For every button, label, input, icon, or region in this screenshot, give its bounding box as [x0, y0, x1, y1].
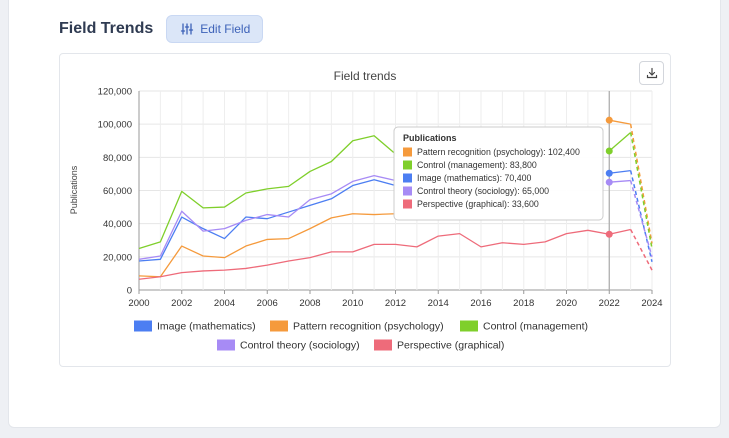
- download-button[interactable]: [639, 61, 664, 85]
- sliders-icon: [181, 23, 194, 35]
- download-icon: [646, 67, 657, 79]
- edit-field-label: Edit Field: [200, 22, 251, 36]
- chart-container: [59, 53, 671, 367]
- section-title: Field Trends: [59, 20, 154, 37]
- edit-field-button[interactable]: Edit Field: [166, 15, 264, 43]
- field-trends-header: Field Trends Edit Field: [59, 15, 264, 43]
